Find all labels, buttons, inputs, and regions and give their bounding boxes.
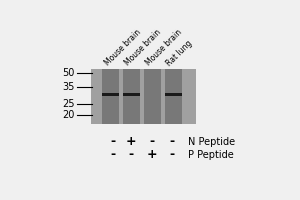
Bar	[123, 69, 140, 124]
Text: -: -	[110, 148, 116, 161]
Text: Rat lung: Rat lung	[165, 39, 194, 68]
Bar	[102, 93, 119, 96]
Bar	[165, 69, 182, 124]
Text: -: -	[149, 135, 154, 148]
Text: -: -	[129, 148, 134, 161]
Text: 25: 25	[62, 99, 74, 109]
Text: +: +	[146, 148, 157, 161]
Text: -: -	[110, 135, 116, 148]
Text: Mouse brain: Mouse brain	[144, 28, 184, 68]
Text: Mouse brain: Mouse brain	[103, 28, 142, 68]
Text: +: +	[126, 135, 137, 148]
Text: 50: 50	[62, 68, 74, 78]
Text: Mouse brain: Mouse brain	[124, 28, 163, 68]
Bar	[91, 69, 196, 124]
Bar	[102, 69, 119, 124]
Bar	[165, 93, 182, 96]
Text: 35: 35	[62, 82, 74, 92]
Text: N Peptide: N Peptide	[188, 137, 236, 147]
Text: -: -	[169, 148, 174, 161]
Bar	[123, 93, 140, 96]
Bar	[144, 69, 161, 124]
Text: P Peptide: P Peptide	[188, 150, 234, 160]
Text: 20: 20	[62, 110, 74, 120]
Text: -: -	[169, 135, 174, 148]
